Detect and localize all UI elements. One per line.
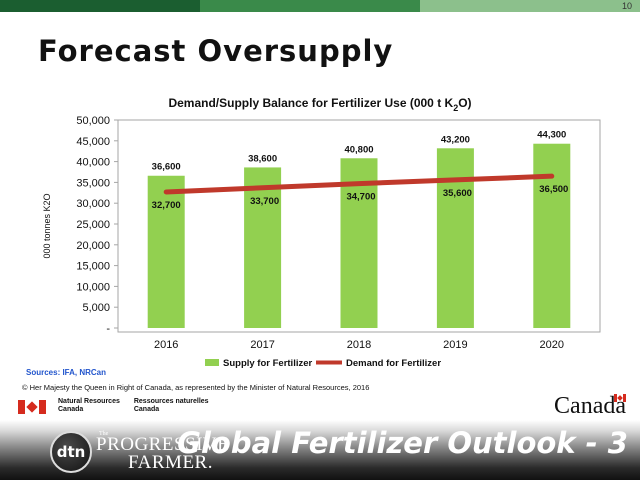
supply-bar-label: 40,800 [344, 144, 373, 155]
y-tick-label: 45,000 [76, 136, 110, 148]
y-tick-label: 40,000 [76, 157, 110, 169]
progressive-farmer-logo-line2: FARMER. [128, 452, 213, 473]
x-tick-label: 2018 [347, 339, 371, 351]
chart: Demand/Supply Balance for Fertilizer Use… [42, 96, 601, 369]
chart-title: Demand/Supply Balance for Fertilizer Use… [168, 96, 471, 113]
logo-the: The [99, 431, 109, 437]
x-tick-label: 2020 [540, 339, 564, 351]
supply-bar-label: 43,200 [441, 134, 470, 145]
footer-title: Global Fertilizer Outlook - 3 [177, 426, 628, 460]
supply-bar [533, 143, 571, 328]
canada-flag-icon [18, 400, 46, 414]
nrcan-signature: Natural Resources Canada Ressources natur… [18, 398, 223, 416]
demand-point-label: 32,700 [152, 200, 181, 211]
supply-bar-label: 44,300 [537, 130, 566, 141]
supply-bar-label: 38,600 [248, 153, 277, 164]
y-tick-label: 20,000 [76, 240, 110, 252]
y-tick-label: 35,000 [76, 177, 110, 189]
legend-supply-label: Supply for Fertilizer [223, 358, 313, 369]
slide-title: Forecast Oversupply [38, 34, 394, 68]
demand-point-label: 35,600 [443, 188, 472, 199]
supply-bar-label: 36,600 [152, 162, 181, 173]
x-tick-label: 2016 [154, 339, 178, 351]
footer-band [0, 420, 640, 480]
dept-name-fr: Ressources naturelles Canada [133, 398, 209, 413]
supply-bar [147, 175, 185, 328]
y-tick-label: - [106, 323, 110, 335]
demand-point-label: 34,700 [346, 192, 375, 203]
x-tick-label: 2017 [250, 339, 274, 351]
dept-name-en: Natural Resources Canada [58, 398, 120, 413]
y-tick-label: 5,000 [82, 302, 110, 314]
y-tick-label: 15,000 [76, 261, 110, 273]
y-axis-label: 000 tonnes K2O [42, 193, 52, 258]
top-bar-mid-green [200, 0, 420, 12]
sources-note: Sources: IFA, NRCan [26, 368, 107, 377]
x-tick-label: 2019 [443, 339, 467, 351]
y-tick-label: 50,000 [76, 115, 110, 127]
top-bar-dark-green [0, 0, 200, 12]
supply-bar [436, 148, 474, 328]
demand-point-label: 36,500 [539, 184, 568, 195]
supply-bar [244, 167, 282, 328]
legend-demand-label: Demand for Fertilizer [346, 358, 441, 369]
y-tick-label: 30,000 [76, 198, 110, 210]
dtn-logo: dtn [50, 431, 92, 473]
legend-supply-swatch [205, 359, 219, 366]
canada-wordmark-flag-icon [614, 394, 626, 402]
progressive-farmer-logo-line1: PROGRESSIVE [96, 434, 230, 455]
y-tick-label: 10,000 [76, 281, 110, 293]
top-color-bar [0, 0, 640, 12]
top-bar-light-green [420, 0, 640, 12]
copyright-note: © Her Majesty the Queen in Right of Cana… [22, 383, 370, 392]
plot-area [117, 119, 601, 333]
demand-line [163, 173, 555, 195]
page-number: 10 [621, 1, 632, 11]
demand-point-label: 33,700 [250, 196, 279, 207]
y-tick-label: 25,000 [76, 219, 110, 231]
